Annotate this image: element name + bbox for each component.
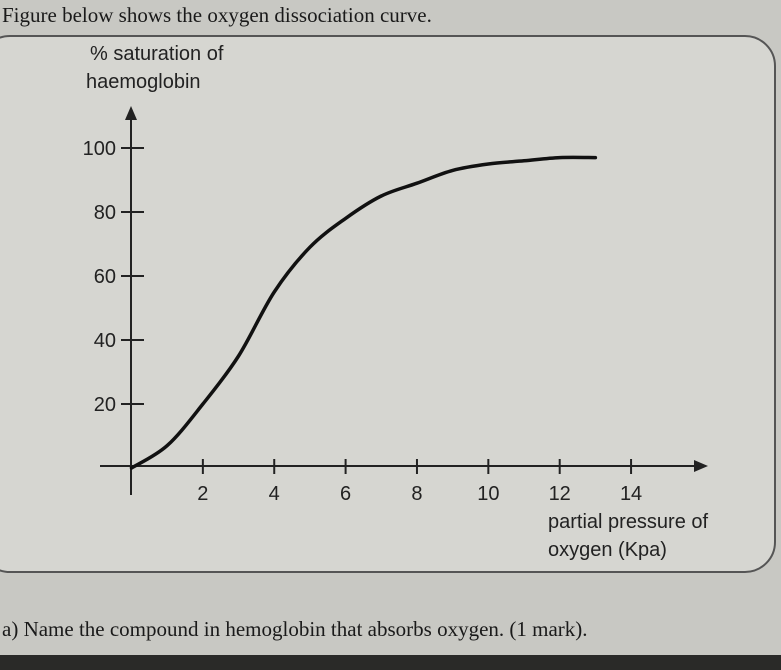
x-axis-label: partial pressure of [548,511,709,533]
x-tick-label: 2 [197,483,208,505]
x-arrow [694,460,708,472]
header-text: Figure below shows the oxygen dissociati… [2,3,432,27]
question-text: a) Name the compound in hemoglobin that … [2,617,588,641]
y-axis-label: haemoglobin [86,71,201,93]
y-arrow [125,106,137,120]
x-tick-label: 6 [340,483,351,505]
y-tick-label: 60 [94,266,116,288]
figure-box [0,35,776,573]
x-tick-label: 10 [477,483,499,505]
x-tick-label: 8 [411,483,422,505]
x-axis-label: oxygen (Kpa) [548,539,667,561]
y-tick-label: 80 [94,202,116,224]
y-tick-label: 20 [94,394,116,416]
curve [129,155,598,470]
x-tick-label: 14 [620,483,642,505]
y-axis-label: % saturation of [90,43,224,65]
x-tick-label: 4 [269,483,280,505]
y-tick-label: 100 [83,138,116,160]
y-tick-label: 40 [94,330,116,352]
x-tick-label: 12 [549,483,571,505]
bottom-bar [0,655,781,670]
